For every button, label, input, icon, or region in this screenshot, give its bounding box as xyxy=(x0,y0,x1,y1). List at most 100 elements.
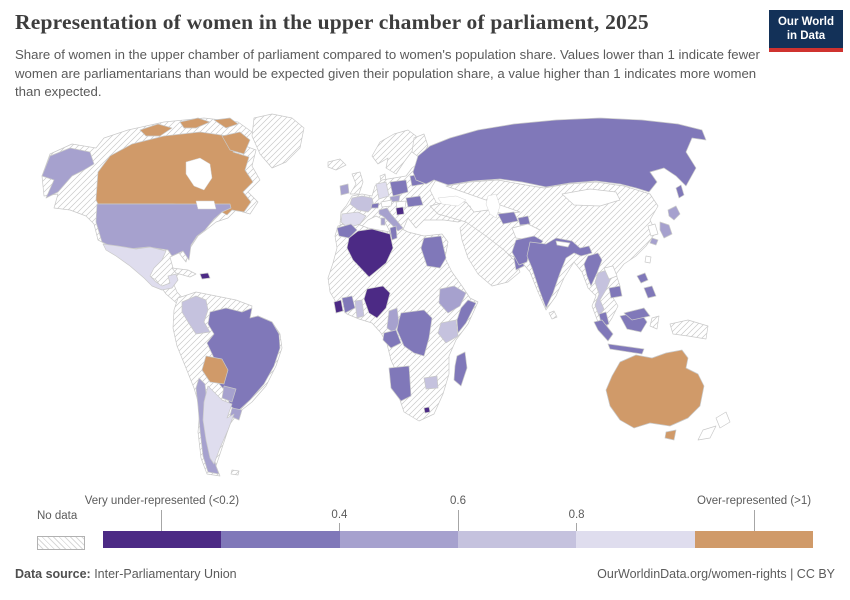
country-philippines-south[interactable] xyxy=(643,285,657,299)
country-sri-lanka[interactable] xyxy=(548,310,558,320)
country-canada-arctic-3[interactable] xyxy=(213,117,239,129)
country-egypt[interactable] xyxy=(420,235,447,269)
country-tunisia[interactable] xyxy=(389,225,398,241)
legend-tick-line xyxy=(753,510,755,531)
country-france[interactable] xyxy=(349,195,375,213)
country-switzerland[interactable] xyxy=(370,202,380,209)
legend-segment[interactable] xyxy=(457,531,577,548)
country-australia[interactable] xyxy=(605,349,705,429)
legend-tick-line xyxy=(457,510,459,531)
legend-segment[interactable] xyxy=(694,531,813,548)
country-cambodia[interactable] xyxy=(608,285,623,299)
country-mongolia[interactable] xyxy=(561,188,621,207)
country-canada-baffin[interactable] xyxy=(221,131,251,155)
country-greenland[interactable] xyxy=(251,113,305,169)
country-taiwan[interactable] xyxy=(644,255,652,264)
legend-tick-line xyxy=(161,510,163,531)
owid-logo[interactable]: Our World in Data xyxy=(769,10,843,52)
country-mexico[interactable] xyxy=(102,243,179,291)
country-algeria[interactable] xyxy=(346,228,394,278)
country-italy-sardinia[interactable] xyxy=(380,217,386,226)
legend-segment[interactable] xyxy=(103,531,222,548)
country-romania[interactable] xyxy=(405,195,424,208)
country-ghana[interactable] xyxy=(354,299,365,319)
hudson-bay xyxy=(185,157,213,191)
country-madagascar[interactable] xyxy=(453,351,468,387)
islands-falkland xyxy=(230,469,240,476)
country-ivory-coast[interactable] xyxy=(341,295,356,314)
country-brazil[interactable] xyxy=(206,307,281,412)
country-cameroon[interactable] xyxy=(386,307,400,334)
country-paraguay[interactable] xyxy=(221,385,237,403)
country-iceland[interactable] xyxy=(327,158,347,171)
country-canada-arctic-1[interactable] xyxy=(139,123,173,137)
country-bolivia[interactable] xyxy=(201,355,229,385)
island-sulawesi xyxy=(649,315,660,330)
country-canada-arctic-2[interactable] xyxy=(179,117,211,129)
country-nigeria[interactable] xyxy=(363,285,391,319)
country-philippines-north[interactable] xyxy=(636,272,649,284)
legend-segment[interactable] xyxy=(221,531,340,548)
legend-no-data-swatch[interactable] xyxy=(37,536,85,550)
legend-bar xyxy=(103,531,813,548)
owid-logo-line2: in Data xyxy=(786,30,826,42)
country-russia-sakhalin[interactable] xyxy=(675,184,685,199)
country-papua-new-guinea[interactable] xyxy=(669,319,709,340)
country-colombia[interactable] xyxy=(181,295,211,335)
country-cuba[interactable] xyxy=(171,267,197,278)
country-italy[interactable] xyxy=(378,207,404,232)
page-title: Representation of women in the upper cha… xyxy=(15,10,649,34)
country-scandinavia[interactable] xyxy=(371,129,417,175)
country-alaska[interactable] xyxy=(41,147,95,199)
country-zimbabwe[interactable] xyxy=(423,375,439,390)
country-japan-north[interactable] xyxy=(667,205,681,221)
country-myanmar[interactable] xyxy=(583,252,603,287)
country-indonesia-java[interactable] xyxy=(607,343,645,355)
data-source-note: Data source: Inter-Parliamentary Union xyxy=(15,567,237,581)
country-austria[interactable] xyxy=(380,199,393,208)
country-argentina[interactable] xyxy=(202,385,235,465)
credit-link[interactable]: OurWorldinData.org/women-rights | CC BY xyxy=(597,567,835,581)
country-india[interactable] xyxy=(526,237,593,309)
country-korea[interactable] xyxy=(647,223,659,237)
legend-segment[interactable] xyxy=(339,531,458,548)
data-source-label: Data source: xyxy=(15,567,91,581)
country-united-kingdom[interactable] xyxy=(349,171,364,195)
country-saudi-arabia[interactable] xyxy=(459,221,521,287)
country-hungary[interactable] xyxy=(395,200,407,209)
country-lesotho[interactable] xyxy=(423,406,431,414)
country-haiti[interactable] xyxy=(199,272,211,280)
country-uzbekistan[interactable] xyxy=(497,211,519,225)
country-bosnia[interactable] xyxy=(395,206,405,216)
country-germany[interactable] xyxy=(375,181,390,200)
country-spain[interactable] xyxy=(340,211,367,229)
country-dr-congo[interactable] xyxy=(396,309,433,357)
data-source-value: Inter-Parliamentary Union xyxy=(90,567,237,581)
country-laos[interactable] xyxy=(603,265,618,280)
country-namibia[interactable] xyxy=(388,365,412,402)
country-russia[interactable] xyxy=(412,117,707,193)
country-poland[interactable] xyxy=(389,179,409,197)
country-liberia[interactable] xyxy=(333,299,344,314)
country-tajikistan[interactable] xyxy=(517,215,531,226)
world-map xyxy=(41,113,731,477)
country-indonesia-sumatra[interactable] xyxy=(593,319,614,342)
country-congo-gabon[interactable] xyxy=(382,329,402,349)
country-somalia[interactable] xyxy=(456,299,477,334)
country-australia-tasmania[interactable] xyxy=(664,429,677,441)
country-new-zealand-south[interactable] xyxy=(697,425,717,441)
country-ireland[interactable] xyxy=(339,183,350,196)
country-japan-south[interactable] xyxy=(649,237,659,246)
country-japan-honshu[interactable] xyxy=(659,221,673,239)
legend-tick-label: Over-represented (>1) xyxy=(697,495,812,507)
owid-logo-box: Our World in Data xyxy=(769,10,843,48)
country-nepal[interactable] xyxy=(555,240,571,248)
country-kenya[interactable] xyxy=(437,319,459,344)
legend-segment[interactable] xyxy=(576,531,695,548)
country-new-zealand-north[interactable] xyxy=(715,411,731,429)
footer: Data source: Inter-Parliamentary Union O… xyxy=(15,567,835,581)
country-malaysia-borneo[interactable] xyxy=(623,307,651,321)
country-ethiopia[interactable] xyxy=(438,285,467,314)
country-morocco[interactable] xyxy=(336,223,358,239)
